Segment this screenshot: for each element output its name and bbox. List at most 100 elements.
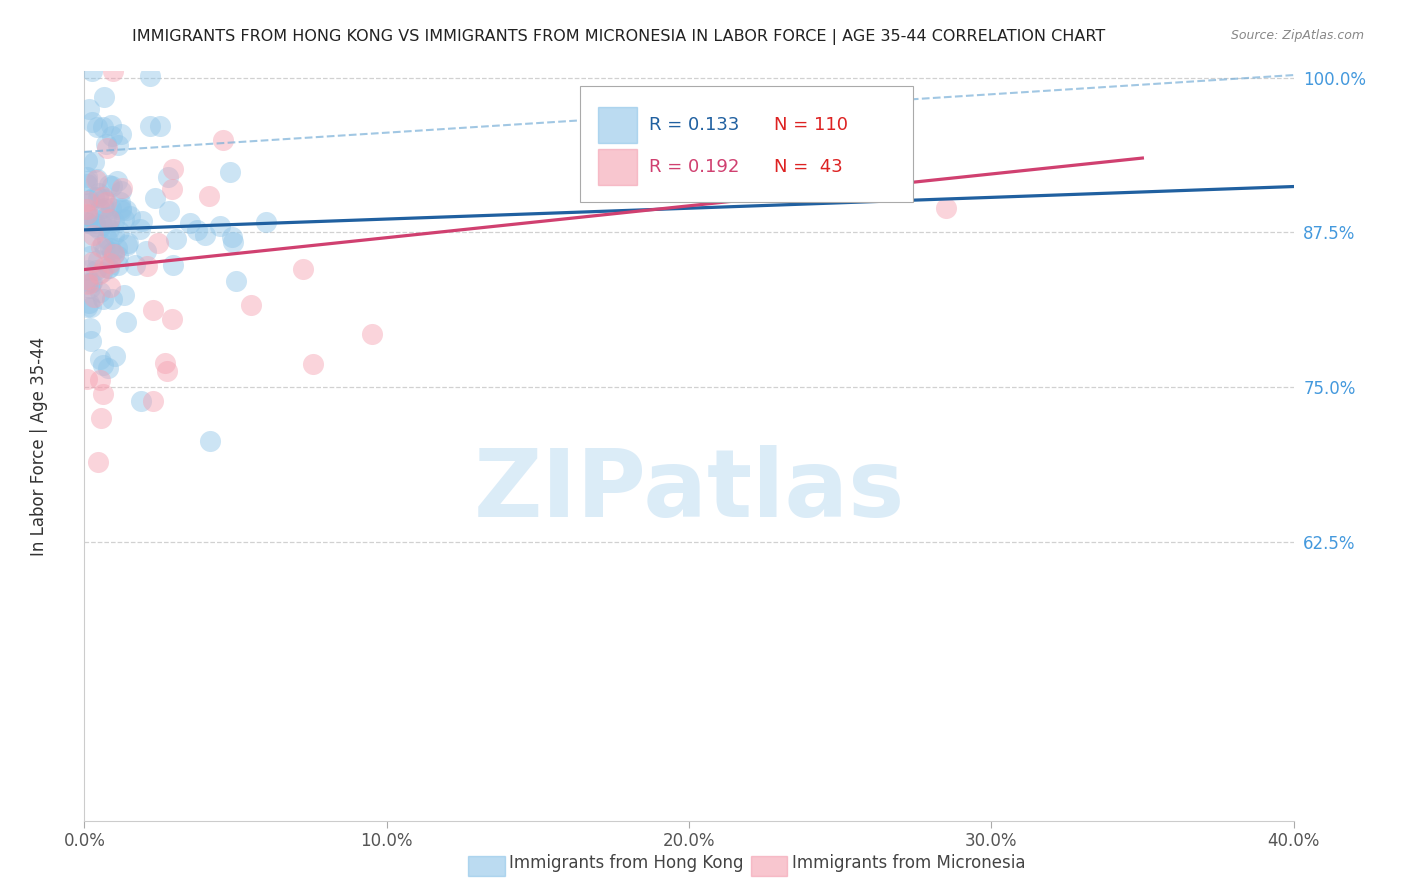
Point (77, 262, 100, 277)
Point (96, 141, 118, 155)
Point (100, 118, 122, 132)
Text: N = 110: N = 110 (773, 116, 848, 134)
Point (108, 224, 131, 238)
Point (117, 235, 139, 250)
Point (149, 119, 172, 133)
Point (76, 174, 98, 188)
Point (91, 265, 114, 279)
Point (110, 202, 132, 217)
Point (110, 127, 132, 141)
Point (79, 249, 101, 263)
Point (101, 292, 124, 306)
Point (91, 359, 114, 373)
Point (110, 184, 132, 198)
Point (162, 162, 184, 177)
Point (80, 334, 103, 348)
Point (87, 455, 110, 469)
Point (76, 272, 98, 286)
Point (79, 281, 101, 295)
Point (89, 351, 111, 366)
Point (209, 219, 232, 233)
Point (76, 208, 98, 222)
Point (87, 190, 110, 204)
Point (155, 363, 177, 377)
Point (98, 212, 121, 227)
Point (155, 356, 177, 370)
Point (112, 212, 135, 227)
Point (76, 300, 98, 314)
Point (186, 222, 208, 236)
Point (135, 244, 157, 259)
Point (148, 235, 170, 250)
Text: Immigrants from Micronesia: Immigrants from Micronesia (792, 855, 1025, 872)
Point (160, 182, 183, 196)
FancyBboxPatch shape (599, 149, 637, 186)
Point (120, 209, 142, 223)
Point (76, 194, 98, 208)
Point (86, 120, 108, 135)
Point (83, 215, 105, 229)
Point (139, 70, 162, 84)
Point (103, 247, 125, 261)
Point (76, 372, 98, 386)
Point (115, 202, 138, 217)
Point (79, 300, 101, 314)
Point (100, 241, 122, 255)
Point (165, 232, 187, 246)
Point (83, 289, 105, 303)
Point (110, 201, 132, 215)
Point (90, 219, 112, 233)
Point (89, 285, 111, 299)
Point (96, 136, 118, 151)
Point (157, 204, 180, 219)
Point (89, 186, 111, 200)
Point (82, 228, 104, 243)
Point (239, 298, 262, 312)
Point (104, 350, 127, 364)
Point (136, 259, 159, 273)
Text: N =  43: N = 43 (773, 158, 842, 177)
Point (91, 120, 114, 135)
Point (179, 216, 201, 230)
Point (124, 258, 146, 272)
Point (302, 358, 325, 372)
Point (93, 260, 115, 275)
Text: Source: ZipAtlas.com: Source: ZipAtlas.com (1230, 29, 1364, 42)
Point (111, 181, 134, 195)
Text: R = 0.192: R = 0.192 (650, 158, 740, 177)
Point (98, 256, 121, 270)
Point (360, 327, 382, 342)
Point (83, 190, 105, 204)
Point (76, 216, 98, 230)
Point (103, 227, 125, 242)
Point (83, 212, 105, 227)
Point (105, 174, 128, 188)
Text: ZIPatlas: ZIPatlas (474, 445, 904, 537)
Point (128, 222, 150, 236)
Point (76, 276, 98, 290)
Point (94, 210, 117, 224)
Point (76, 207, 98, 221)
Point (93, 201, 115, 215)
Point (97, 260, 120, 275)
Point (91, 386, 114, 401)
Point (115, 315, 138, 329)
Point (129, 394, 152, 409)
Point (617, 138, 640, 153)
Point (97, 260, 120, 275)
Point (80, 275, 103, 289)
Point (160, 312, 183, 326)
Text: Immigrants from Hong Kong: Immigrants from Hong Kong (509, 855, 744, 872)
Point (84, 173, 107, 187)
Text: In Labor Force | Age 35-44: In Labor Force | Age 35-44 (31, 336, 48, 556)
Point (110, 195, 132, 210)
Point (76, 215, 98, 229)
Point (80, 277, 103, 291)
Point (107, 249, 129, 263)
Point (139, 119, 162, 133)
Point (77, 195, 100, 210)
Point (107, 241, 129, 255)
Point (115, 237, 138, 252)
Point (156, 169, 179, 184)
Point (162, 258, 184, 272)
